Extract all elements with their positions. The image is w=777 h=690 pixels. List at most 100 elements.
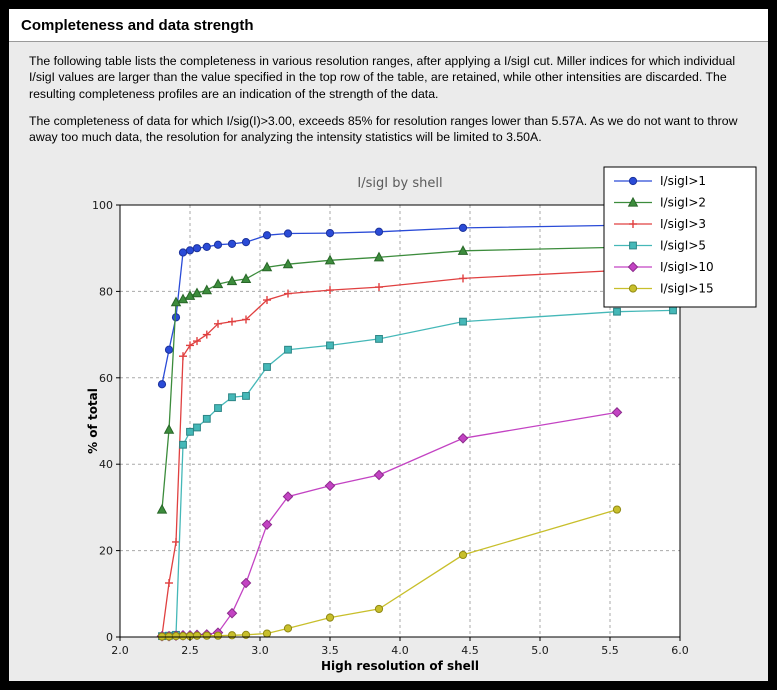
legend-label: I/sigI>1	[660, 174, 706, 188]
series-marker	[263, 362, 271, 371]
series-marker	[226, 607, 238, 619]
series-marker	[228, 393, 236, 401]
completeness-chart: 2.0 2.5 3.0 3.5 4.0 4.5 5.0 5.5 6.0 0 20 40 60 80 100 I…	[86, 166, 757, 673]
y-tick-label: 60	[99, 372, 113, 385]
series-marker	[282, 491, 294, 502]
series-marker	[177, 293, 189, 303]
x-tick-label: 2.5	[181, 644, 199, 657]
legend-label: I/sigI>10	[660, 260, 714, 274]
y-tick-label: 0	[106, 631, 113, 644]
series-marker	[325, 613, 335, 622]
y-tick-label: 20	[99, 544, 113, 557]
series-marker	[262, 230, 272, 240]
series-marker	[242, 391, 250, 400]
series-marker	[213, 631, 223, 640]
x-axis-label: High resolution of shell	[321, 659, 479, 673]
series-marker	[185, 245, 195, 255]
series-marker	[193, 423, 201, 432]
legend-label: I/sigI>5	[660, 238, 706, 252]
series-marker	[186, 427, 194, 436]
series-marker	[458, 223, 468, 232]
series-marker	[262, 629, 272, 638]
series-marker	[611, 406, 623, 418]
x-tick-label: 4.5	[461, 644, 479, 657]
series-marker	[373, 469, 385, 481]
y-tick-label: 80	[99, 285, 113, 298]
series-marker	[457, 432, 469, 444]
series-marker	[282, 258, 294, 269]
page-title: Completeness and data strength	[21, 16, 254, 34]
x-tick-label: 5.0	[531, 644, 549, 657]
series-marker	[459, 317, 467, 326]
series-marker	[170, 296, 182, 307]
series-marker	[192, 243, 202, 253]
series-marker	[628, 176, 638, 185]
series-marker	[214, 403, 222, 412]
legend-label: I/sigI>2	[660, 195, 706, 209]
series-marker	[458, 550, 468, 559]
y-tick-label: 100	[92, 199, 113, 212]
series-marker	[202, 242, 211, 251]
series-marker	[241, 237, 251, 246]
series-marker	[213, 240, 223, 249]
series-marker	[171, 631, 181, 640]
series-marker	[324, 480, 336, 491]
series-marker	[627, 196, 639, 207]
series-marker	[178, 631, 188, 640]
series-marker	[179, 440, 187, 449]
series-marker	[261, 519, 273, 530]
x-tick-label: 3.5	[321, 644, 339, 657]
series-marker	[202, 631, 211, 640]
series-marker	[192, 631, 202, 640]
series-marker	[157, 379, 167, 389]
series-marker	[156, 503, 168, 514]
chart: 2.0 2.5 3.0 3.5 4.0 4.5 5.0 5.5 6.0 0 20 40 60 80 100 I…	[9, 154, 768, 674]
series-marker	[374, 227, 384, 236]
series-marker	[164, 345, 174, 354]
series-marker	[184, 289, 196, 300]
series-marker	[261, 261, 273, 272]
series-line	[161, 266, 674, 636]
page-header: Completeness and data strength	[9, 9, 768, 42]
chart-title: I/sigI by shell	[357, 176, 442, 191]
series-marker	[325, 228, 335, 237]
x-tick-label: 5.5	[601, 644, 619, 657]
legend-label: I/sigI>15	[660, 281, 714, 295]
x-tick-label: 4.0	[391, 644, 409, 657]
series-marker	[613, 307, 621, 316]
series-marker	[202, 414, 211, 423]
series-marker	[284, 345, 292, 354]
series-marker	[628, 284, 638, 293]
series-marker	[375, 334, 383, 343]
series-marker	[178, 248, 188, 257]
x-tick-label: 2.0	[111, 644, 129, 657]
series-marker	[373, 251, 385, 262]
series-marker	[669, 306, 677, 315]
series-marker	[171, 312, 181, 322]
series-marker	[324, 254, 336, 265]
y-tick-label: 40	[99, 458, 113, 471]
series-marker	[227, 630, 237, 640]
series-marker	[457, 244, 469, 255]
series-marker	[612, 505, 622, 514]
x-tick-label: 3.0	[251, 644, 269, 657]
series-line	[161, 223, 674, 385]
description-paragraph-1: The following table lists the completene…	[29, 54, 736, 101]
series-marker	[326, 341, 334, 350]
series-marker	[283, 623, 293, 633]
series-marker	[212, 278, 224, 288]
series-marker	[283, 229, 293, 238]
series-marker	[627, 261, 639, 273]
x-tick-label: 6.0	[671, 644, 689, 657]
description-paragraph-2: The completeness of data for which I/sig…	[29, 114, 738, 145]
series-marker	[240, 577, 252, 589]
legend	[603, 166, 757, 308]
series-marker	[191, 287, 203, 297]
series-marker	[226, 275, 238, 285]
series-marker	[629, 241, 637, 250]
series-marker	[201, 284, 213, 294]
series-marker	[240, 272, 252, 283]
report-page: Completeness and data strength The follo…	[9, 9, 768, 681]
y-axis-label: % of total	[86, 388, 100, 454]
